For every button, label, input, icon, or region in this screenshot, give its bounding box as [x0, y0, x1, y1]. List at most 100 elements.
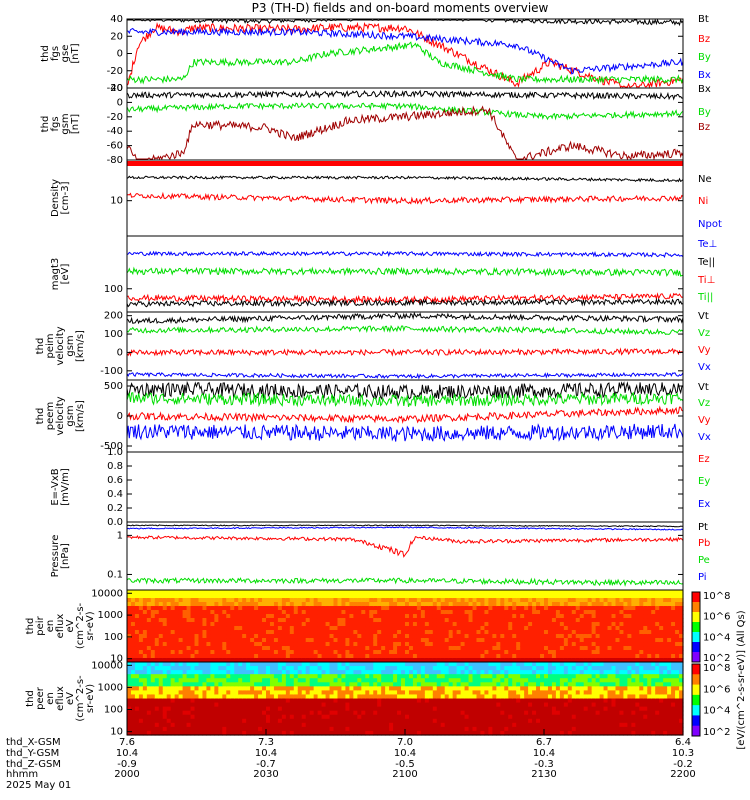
spectrogram-cell — [222, 618, 227, 623]
spectrogram-cell — [198, 610, 204, 615]
spectrogram-cell — [297, 706, 303, 712]
spectrogram-cell — [361, 658, 366, 663]
spectrogram-cell — [361, 594, 366, 599]
spectrogram-cell — [269, 630, 275, 635]
spectrogram-cell — [266, 646, 271, 651]
spectrogram-cell — [178, 714, 184, 720]
spectrogram-cell — [369, 730, 374, 736]
spectrogram-cell — [448, 726, 454, 732]
spectrogram-cell — [289, 598, 295, 603]
spectrogram-cell — [393, 722, 398, 728]
spectrogram-cell — [416, 706, 422, 712]
spectrogram-cell — [377, 662, 382, 667]
spectrogram-cell — [162, 618, 168, 623]
spectrogram-cell — [424, 618, 430, 623]
spectrogram-cell — [301, 726, 307, 732]
spectrogram-cell — [551, 726, 557, 732]
spectrogram-cell — [162, 634, 168, 639]
spectrogram-cell — [468, 698, 474, 704]
spectrogram-cell — [571, 658, 577, 663]
spectrogram-cell — [381, 686, 386, 691]
spectrogram-cell — [440, 630, 446, 635]
spectrogram-cell — [540, 726, 545, 732]
spectrogram-cell — [663, 646, 668, 651]
spectrogram-cell — [210, 714, 215, 720]
spectrogram-cell — [313, 714, 319, 720]
spectrogram-cell — [452, 646, 458, 651]
spectrogram-cell — [412, 638, 418, 643]
spectrogram-cell — [408, 670, 414, 675]
spectrogram-cell — [520, 698, 525, 704]
spectrogram-cell — [591, 598, 597, 603]
spectrogram-cell — [540, 718, 545, 724]
spectrogram-cell — [158, 714, 164, 720]
spectrogram-cell — [230, 606, 235, 611]
spectrogram-cell — [250, 606, 255, 611]
spectrogram-cell — [206, 610, 211, 615]
spectrogram-cell — [627, 626, 632, 631]
spectrogram-cell — [492, 726, 497, 732]
y-tick-label: 0.6 — [107, 475, 123, 486]
y-tick-label: -500 — [100, 441, 123, 452]
spectrogram-cell — [524, 714, 529, 720]
spectrogram-cell — [464, 666, 470, 671]
spectrogram-cell — [528, 630, 533, 635]
spectrogram-cell — [424, 674, 430, 679]
spectrogram-cell — [281, 714, 287, 720]
spectrogram-cell — [357, 650, 362, 655]
spectrogram-cell — [158, 618, 164, 623]
spectrogram-cell — [134, 654, 140, 659]
spectrogram-cell — [150, 646, 156, 651]
spectrogram-cell — [671, 626, 676, 631]
spectrogram-cell — [238, 630, 243, 635]
spectrogram-cell — [611, 706, 617, 712]
spectrogram-cell — [492, 714, 497, 720]
spectrogram-cell — [651, 598, 656, 603]
spectrogram-cell — [329, 590, 335, 595]
spectrogram-cell — [516, 670, 521, 675]
spectrogram-cell — [273, 654, 279, 659]
spectrogram-cell — [317, 618, 323, 623]
spectrogram-cell — [436, 638, 442, 643]
spectrogram-cell — [524, 642, 529, 647]
spectrogram-cell — [254, 718, 259, 724]
spectrogram-cell — [317, 686, 323, 691]
spectrogram-cell — [178, 722, 184, 728]
spectrogram-cell — [675, 638, 680, 643]
spectrogram-cell — [551, 598, 557, 603]
spectrogram-cell — [432, 682, 438, 687]
spectrogram-cell — [238, 666, 243, 671]
spectrogram-cell — [138, 698, 144, 704]
spectrogram-cell — [655, 622, 660, 627]
spectrogram-cell — [480, 606, 486, 611]
spectrogram-cell — [289, 678, 295, 683]
spectrogram-cell — [405, 622, 410, 627]
spectrogram-cell — [250, 646, 255, 651]
spectrogram-cell — [393, 674, 398, 679]
spectrogram-cell — [210, 658, 215, 663]
spectrogram-cell — [639, 650, 644, 655]
spectrogram-cell — [460, 646, 466, 651]
spectrogram-cell — [393, 694, 398, 700]
spectrogram-cell — [154, 590, 160, 595]
spectrogram-cell — [353, 730, 358, 736]
spectrogram-cell — [130, 590, 136, 595]
spectrogram-cell — [373, 646, 378, 651]
spectrogram-cell — [428, 706, 434, 712]
spectrogram-cell — [138, 690, 144, 696]
spectrogram-cell — [317, 642, 323, 647]
spectrogram-cell — [262, 654, 267, 659]
spectrogram-cell — [635, 638, 640, 643]
spectrogram-cell — [206, 662, 211, 667]
spectrogram-cell — [544, 690, 549, 696]
spectrogram-cell — [460, 638, 466, 643]
spectrogram-cell — [150, 686, 156, 691]
spectrogram-cell — [583, 686, 589, 691]
spectrogram-cell — [599, 706, 605, 712]
spectrogram-cell — [297, 630, 303, 635]
spectrogram-cell — [416, 642, 422, 647]
spectrogram-cell — [389, 678, 394, 683]
spectrogram-cell — [532, 590, 537, 595]
spectrogram-cell — [246, 590, 251, 595]
spectrogram-cell — [675, 614, 680, 619]
